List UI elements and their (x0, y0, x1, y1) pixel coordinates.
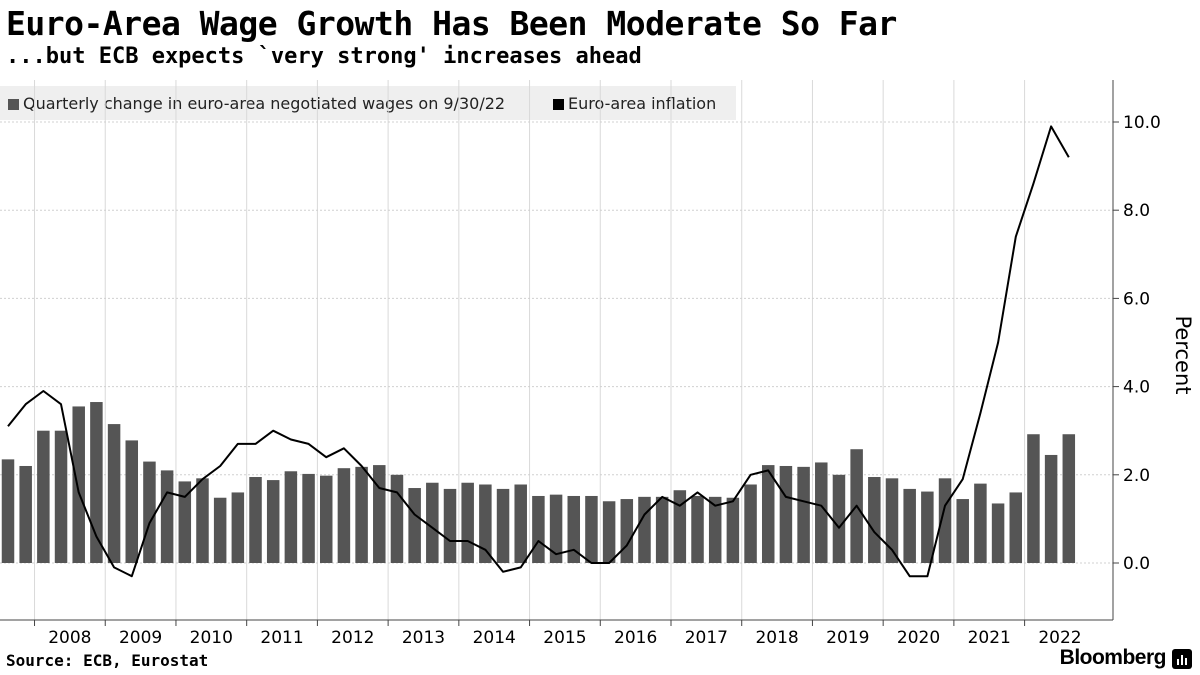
wage-bar (54, 430, 68, 563)
x-tick-label: 2020 (897, 628, 940, 648)
wage-bar (266, 480, 280, 563)
wage-bar (1, 459, 15, 563)
y-tick-label: 0.0 (1123, 554, 1150, 574)
wage-bar (196, 478, 209, 563)
legend-item-wages: Quarterly change in euro-area negotiated… (8, 94, 505, 113)
x-tick-label: 2022 (1038, 628, 1081, 648)
x-tick-label: 2008 (48, 628, 91, 648)
wage-bar (620, 499, 634, 563)
wage-bar (249, 477, 262, 563)
source-note: Source: ECB, Eurostat (6, 651, 209, 670)
wage-bar (90, 402, 103, 563)
wage-bar (991, 503, 1005, 563)
wage-bar (761, 465, 775, 563)
x-tick-label: 2016 (614, 628, 657, 648)
wage-bar (1027, 434, 1040, 563)
wage-bar (585, 495, 598, 563)
wage-bar (443, 488, 457, 563)
wage-bar (408, 488, 421, 563)
x-tick-label: 2018 (755, 628, 798, 648)
wage-bar (302, 473, 315, 563)
wage-bar (390, 474, 404, 563)
wage-bar (337, 468, 351, 563)
wage-bar (815, 462, 828, 563)
wage-bar (567, 495, 581, 563)
x-tick-label: 2017 (685, 628, 728, 648)
wage-bar (37, 430, 50, 563)
x-tick-label: 2010 (190, 628, 233, 648)
wage-bar (72, 406, 85, 563)
legend-item-inflation: Euro-area inflation (553, 94, 716, 113)
wage-bar (319, 475, 333, 563)
brand-logo: Bloomberg (1059, 646, 1167, 669)
wage-bar (549, 494, 563, 563)
wage-bar (673, 490, 687, 563)
wage-bar (373, 465, 386, 563)
wage-bar (797, 466, 810, 563)
wage-bar (532, 495, 545, 563)
x-tick-label: 2012 (331, 628, 374, 648)
wage-bar (921, 491, 934, 563)
chart-subtitle: ...but ECB expects `very strong' increas… (6, 44, 642, 69)
wage-bar (213, 497, 227, 563)
wage-bar (514, 484, 527, 563)
bloomberg-chart-icon (1172, 649, 1192, 669)
legend-swatch-wages (8, 99, 19, 110)
wage-bar (638, 496, 651, 563)
x-tick-label: 2013 (402, 628, 445, 648)
x-tick-label: 2009 (119, 628, 162, 648)
wage-bar (231, 492, 245, 563)
wage-bar (143, 461, 156, 563)
wage-bar (691, 495, 704, 563)
wage-bar (602, 501, 616, 563)
y-tick-label: 6.0 (1123, 289, 1150, 309)
wage-bar (868, 477, 881, 563)
inflation-line (7, 125, 1070, 578)
wage-bar (744, 484, 757, 563)
x-tick-label: 2011 (260, 628, 303, 648)
wage-bar (885, 478, 899, 563)
wage-bar (496, 488, 510, 563)
y-tick-label: 8.0 (1123, 201, 1150, 221)
wage-bar (178, 481, 192, 563)
y-axis-label: Percent (1171, 315, 1195, 394)
wage-bar (1044, 454, 1058, 563)
y-tick-label: 2.0 (1123, 466, 1150, 486)
wage-bar (355, 466, 368, 563)
legend: Quarterly change in euro-area negotiated… (0, 86, 736, 120)
wage-bar (708, 496, 722, 563)
wage-bar (655, 496, 669, 563)
wage-bar (479, 484, 492, 563)
x-tick-label: 2021 (968, 628, 1011, 648)
wage-bar (1062, 434, 1076, 563)
y-tick-label: 10.0 (1123, 113, 1161, 133)
chart-title: Euro-Area Wage Growth Has Been Moderate … (6, 4, 897, 43)
wage-bar (284, 471, 298, 563)
legend-label-wages: Quarterly change in euro-area negotiated… (23, 94, 506, 113)
x-tick-label: 2015 (543, 628, 586, 648)
wage-bar (832, 474, 846, 563)
wage-bar (107, 424, 121, 563)
y-tick-label: 4.0 (1123, 378, 1150, 398)
x-tick-label: 2019 (826, 628, 869, 648)
legend-label-inflation: Euro-area inflation (568, 94, 717, 113)
wage-bar (726, 497, 740, 563)
wage-bar (903, 488, 916, 563)
wage-bar (779, 465, 793, 563)
wage-bar (1009, 492, 1023, 563)
wage-bar (426, 482, 439, 563)
wage-bar (974, 483, 987, 563)
wage-bar (19, 465, 32, 563)
wage-bar (125, 440, 139, 563)
x-tick-label: 2014 (473, 628, 516, 648)
wage-bar (956, 499, 969, 563)
legend-swatch-inflation (553, 99, 564, 110)
wage-bar (461, 482, 474, 563)
wage-bar (160, 470, 174, 563)
